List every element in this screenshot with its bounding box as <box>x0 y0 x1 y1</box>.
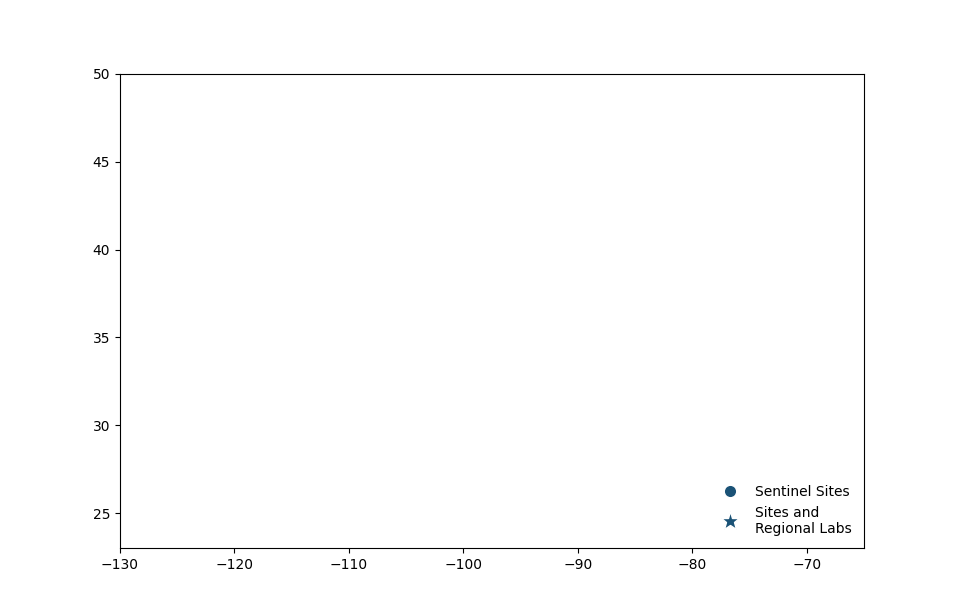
Legend: Sentinel Sites, Sites and
Regional Labs: Sentinel Sites, Sites and Regional Labs <box>710 479 857 541</box>
